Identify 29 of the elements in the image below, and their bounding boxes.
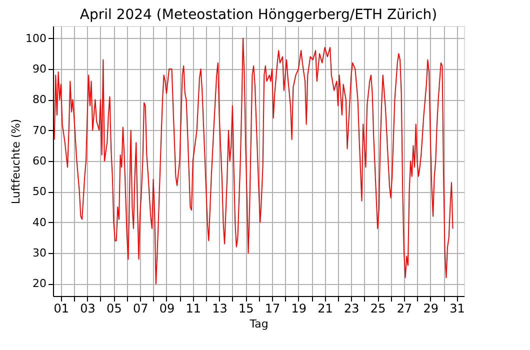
y-tick-label: 30 [32,246,46,260]
y-tick-label: 80 [32,93,46,106]
x-tick-label: 21 [318,302,333,316]
x-tick-label: 23 [344,302,360,316]
line-series [54,38,454,284]
x-tick-label: 13 [212,302,228,316]
x-axis-title: Tag [248,318,268,330]
x-tick-label: 31 [450,302,465,316]
chart-title: April 2024 (Meteostation Hönggerberg/ETH Zürich) [80,7,438,23]
y-tick-label: 70 [32,124,46,137]
x-tick-label: 07 [132,302,148,316]
y-tick-label: 40 [32,216,46,229]
y-tick-label: 50 [32,185,46,198]
y-tick-label: 60 [32,154,46,168]
x-tick-label: 25 [370,302,386,316]
x-tick-label: 15 [238,302,254,316]
x-tick-label: 01 [54,302,70,316]
x-tick-label: 29 [423,302,438,316]
x-tick-label: 17 [264,302,280,316]
x-tick-label: 05 [106,302,122,316]
x-tick-label: 11 [186,302,201,316]
x-tick-label: 03 [80,302,96,316]
y-tick-label: 90 [32,62,46,76]
y-tick-label: 20 [32,277,46,290]
y-tick-label: 100 [26,32,46,45]
x-tick-label: 27 [396,302,412,316]
x-tick-label: 19 [291,302,307,316]
y-axis-title: Luftfeuchte (%) [10,118,23,204]
x-tick-label: 09 [159,302,175,316]
